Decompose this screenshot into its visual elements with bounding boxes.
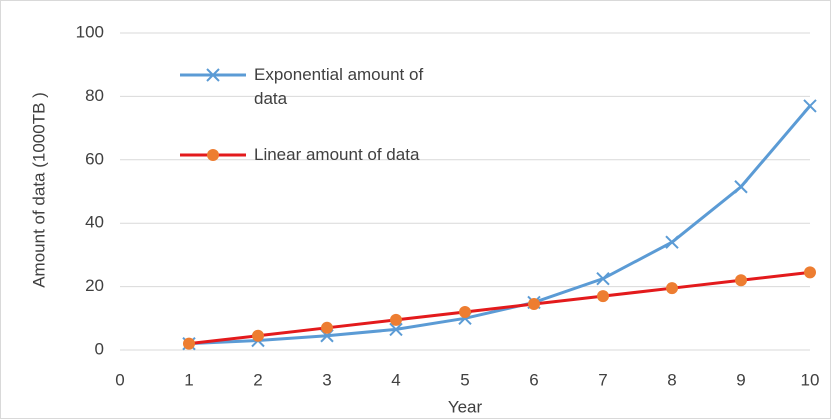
y-tick-label: 40	[85, 213, 104, 232]
marker	[252, 329, 264, 342]
x-tick-label: 7	[598, 370, 607, 389]
marker	[183, 337, 195, 350]
marker	[596, 271, 610, 286]
y-tick-label: 20	[85, 276, 104, 295]
marker	[734, 180, 748, 194]
x-tick-label: 1	[184, 370, 193, 389]
marker	[390, 313, 402, 326]
x-tick-label: 5	[460, 370, 469, 389]
x-tick-label: 3	[322, 370, 331, 389]
y-axis-label: Amount of data (1000TB )	[29, 92, 48, 288]
y-tick-label: 60	[85, 149, 104, 168]
marker	[597, 290, 609, 303]
y-tick-label: 80	[85, 86, 104, 105]
x-tick-label: 6	[529, 370, 538, 389]
x-tick-label: 4	[391, 370, 400, 389]
series-line	[188, 270, 811, 346]
marker	[666, 282, 678, 295]
marker	[389, 322, 403, 337]
x-axis-label: Year	[448, 397, 483, 416]
legend-marker	[206, 68, 220, 82]
x-tick-label: 2	[253, 370, 262, 389]
legend-label: Exponential amount of data	[254, 65, 424, 108]
x-tick-label: 0	[115, 370, 124, 389]
x-tick-label: 10	[801, 370, 820, 389]
x-tick-label: 9	[736, 370, 745, 389]
series-line	[188, 104, 812, 346]
y-tick-label: 0	[95, 339, 104, 358]
marker	[321, 321, 333, 334]
legend-marker	[207, 149, 219, 161]
marker	[735, 274, 747, 287]
y-tick-label: 100	[76, 22, 104, 41]
marker	[528, 298, 540, 311]
marker	[459, 305, 471, 318]
marker	[804, 266, 816, 279]
marker	[665, 235, 679, 249]
marker	[803, 99, 817, 113]
legend-label: Linear amount of data	[254, 145, 420, 164]
x-tick-label: 8	[667, 370, 676, 389]
